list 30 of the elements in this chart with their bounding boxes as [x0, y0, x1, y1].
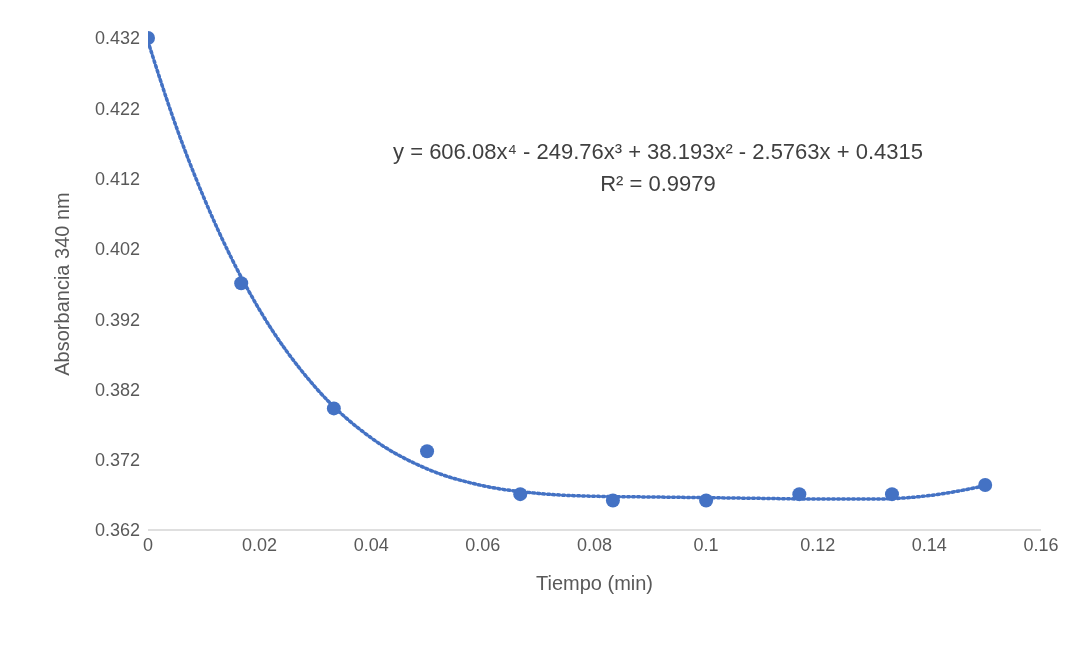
y-tick-label: 0.422	[94, 98, 140, 119]
point	[234, 276, 249, 291]
x-tick-label: 0.1	[693, 534, 719, 555]
x-tick-label: 0.06	[465, 534, 501, 555]
y-tick-label: 0.372	[94, 450, 140, 471]
x-tick-label: 0.04	[353, 534, 389, 555]
x-axis-title: Tiempo (min)	[535, 572, 654, 594]
point	[884, 487, 899, 502]
y-tick-label: 0.362	[94, 520, 140, 541]
x-tick-label: 0.12	[800, 534, 836, 555]
x-tick-label: 0	[142, 534, 154, 555]
x-tick-label: 0.14	[911, 534, 947, 555]
x-tick-label: 0.02	[242, 534, 278, 555]
y-tick-label: 0.392	[94, 309, 140, 330]
point	[978, 478, 993, 493]
y-tick-label: 0.412	[94, 168, 140, 189]
y-axis-title: Absorbancia 340 nm	[51, 192, 74, 376]
x-tick-label: 0.16	[1023, 534, 1059, 555]
point	[792, 487, 807, 502]
point	[326, 401, 341, 416]
y-tick-label: 0.432	[94, 28, 140, 49]
y-tick-label: 0.382	[94, 379, 140, 400]
point	[699, 493, 714, 508]
point	[513, 487, 528, 502]
point	[605, 493, 620, 508]
y-tick-label: 0.402	[94, 239, 140, 260]
point	[420, 444, 435, 459]
annotation: R² = 0.9979	[599, 170, 717, 198]
x-tick-label: 0.08	[576, 534, 613, 555]
annotation: y = 606.08x⁴ - 249.76x³ + 38.193x² - 2.5763x + 0.4315	[392, 138, 924, 166]
